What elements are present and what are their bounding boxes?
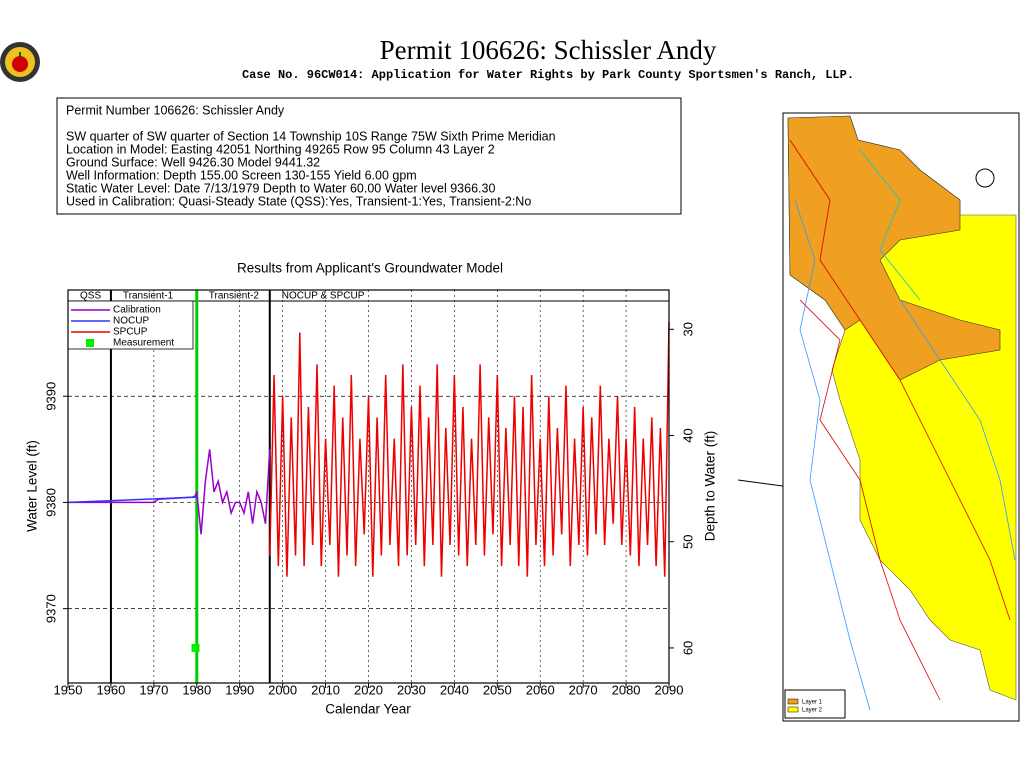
x-tick-label: 1970 — [139, 682, 168, 697]
logo-apple — [12, 56, 28, 72]
info-line: Ground Surface: Well 9426.30 Model 9441.… — [66, 155, 320, 169]
legend-label: Calibration — [113, 305, 161, 316]
measurement-marker — [191, 643, 200, 652]
period-label: Transient-2 — [209, 291, 260, 302]
x-tick-label: 2050 — [483, 682, 512, 697]
x-tick-label: 1950 — [54, 682, 83, 697]
x-tick-label: 2060 — [526, 682, 555, 697]
y-tick-label: 9380 — [43, 488, 58, 517]
map-stream — [794, 199, 871, 711]
y2-tick-label: 60 — [680, 641, 695, 655]
x-tick-label: 2020 — [354, 682, 383, 697]
map-road — [799, 299, 941, 701]
y2-tick-label: 40 — [680, 428, 695, 442]
info-lines: Permit Number 106626: Schissler Andy SW q… — [66, 103, 556, 208]
legend-label: SPCUP — [113, 327, 148, 338]
x-tick-label: 2090 — [655, 682, 684, 697]
x-axis-label: Calendar Year — [325, 702, 411, 717]
x-tick-label: 1980 — [182, 682, 211, 697]
legend-label: NOCUP — [113, 316, 149, 327]
series-line — [68, 449, 271, 535]
x-tick-label: 1990 — [225, 682, 254, 697]
y-tick-label: 9390 — [43, 382, 58, 411]
info-box — [56, 97, 682, 215]
period-label: Transient-1 — [123, 291, 174, 302]
map-stream — [859, 149, 921, 301]
y-axis-label: Water Level (ft) — [25, 440, 40, 532]
x-tick-label: 2000 — [268, 682, 297, 697]
y2-axis-label: Depth to Water (ft) — [703, 431, 718, 542]
chart: Results from Applicant's Groundwater Mod… — [25, 261, 718, 717]
map-road — [789, 139, 1011, 621]
legend-box — [67, 300, 194, 350]
map-legend-swatch — [787, 698, 799, 705]
info-line: Static Water Level: Date 7/13/1979 Depth… — [66, 181, 495, 195]
y-tick-label: 9370 — [43, 594, 58, 623]
info-line: Location in Model: Easting 42051 Northin… — [66, 142, 495, 156]
x-tick-label: 2040 — [440, 682, 469, 697]
legend-marker — [86, 339, 94, 347]
info-line: SW quarter of SW quarter of Section 14 T… — [66, 129, 556, 143]
series-line — [67, 496, 197, 504]
period-label: NOCUP & SPCUP — [282, 291, 365, 302]
y2-tick-label: 30 — [680, 322, 695, 336]
map-stream — [899, 299, 1016, 561]
map-layer-1 — [787, 115, 1001, 381]
chart-title: Results from Applicant's Groundwater Mod… — [237, 261, 503, 276]
x-tick-label: 2030 — [397, 682, 426, 697]
legend-label: Measurement — [113, 338, 174, 349]
info-line: Permit Number 106626: Schissler Andy — [66, 103, 285, 117]
map-legend-label: Layer 1 — [802, 700, 823, 706]
series-line — [269, 321, 670, 577]
info-line: Used in Calibration: Quasi-Steady State … — [66, 194, 531, 208]
x-tick-label: 2010 — [311, 682, 340, 697]
x-tick-label: 1960 — [96, 682, 125, 697]
logo-stem — [19, 52, 21, 57]
map-legend-swatch — [787, 706, 799, 713]
period-label: QSS — [80, 291, 101, 302]
x-tick-label: 2070 — [569, 682, 598, 697]
map-legend-label: Layer 2 — [802, 708, 823, 714]
info-line: Well Information: Depth 155.00 Screen 13… — [66, 168, 417, 182]
map: Layer 1 Layer 2 — [782, 112, 1020, 722]
y2-tick-label: 50 — [680, 534, 695, 548]
map-compass — [975, 168, 995, 188]
x-tick-label: 2080 — [612, 682, 641, 697]
logo — [0, 42, 40, 82]
page-title: Permit 106626: Schissler Andy — [380, 35, 717, 65]
plot-frame — [67, 289, 670, 684]
page-subtitle: Case No. 96CW014: Application for Water … — [242, 68, 854, 82]
